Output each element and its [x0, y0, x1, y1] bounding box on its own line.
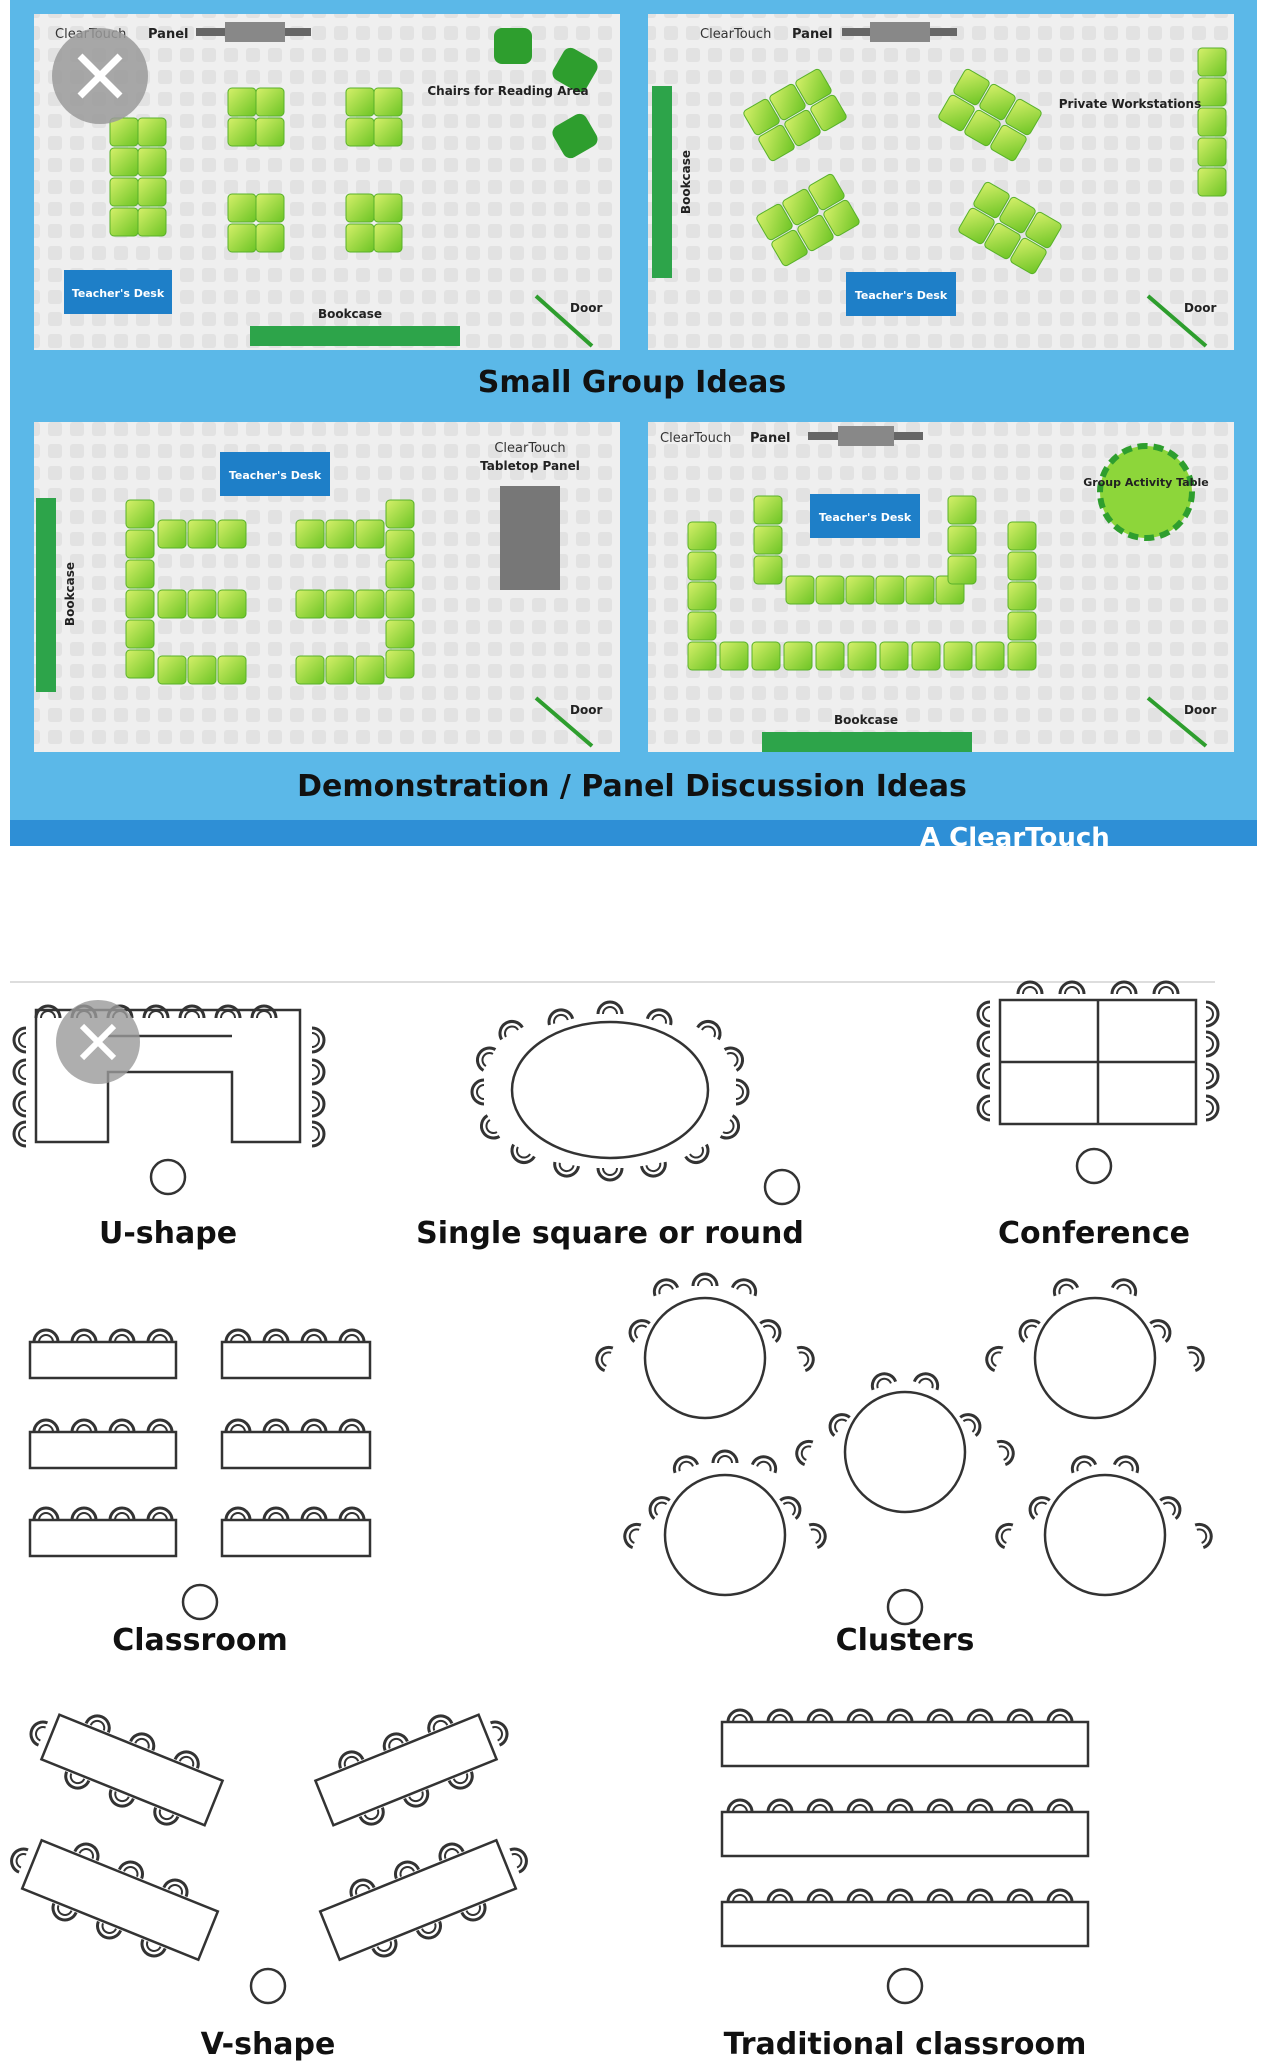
panel-label: Panel — [750, 431, 790, 446]
group-table-label: Group Activity Table — [1083, 476, 1208, 489]
panel-label: Panel — [792, 27, 832, 42]
tabletop-panel-label: Tabletop Panel — [480, 459, 580, 473]
display-panel — [870, 22, 930, 42]
layout-traditional — [720, 1708, 1090, 2005]
room-demo-1: Bookcase Teacher's Desk ClearTouch Table… — [34, 422, 620, 752]
u-shape-label: U-shape — [99, 1216, 237, 1251]
footer-partial: A ClearTouch — [920, 823, 1110, 853]
door-label: Door — [1184, 703, 1216, 717]
door — [534, 696, 594, 748]
top-infographic: A ClearTouch ClearTouch Panel — [10, 0, 1257, 853]
door — [1146, 294, 1208, 348]
bottom-layouts: U-shape Single square or round — [6, 980, 1220, 2062]
demo-heading: Demonstration / Panel Discussion Ideas — [297, 769, 967, 804]
bookcase — [652, 86, 672, 278]
teacher-desk — [810, 494, 920, 538]
teacher-desk — [846, 272, 956, 316]
bookcase-label: Bookcase — [679, 150, 693, 214]
panel-label: Panel — [148, 27, 188, 42]
door-label: Door — [570, 703, 602, 717]
traditional-label: Traditional classroom — [724, 2027, 1087, 2062]
bookcase — [36, 498, 56, 692]
door — [534, 294, 594, 348]
door-label: Door — [570, 301, 602, 315]
private-workstations-label: Private Workstations — [1059, 97, 1202, 111]
display-panel — [838, 426, 894, 446]
bookcase-label: Bookcase — [63, 562, 77, 626]
conference-label: Conference — [998, 1216, 1190, 1251]
close-icon[interactable] — [56, 1000, 140, 1084]
room-small-group-1: ClearTouch Panel — [34, 14, 620, 350]
group-activity-table — [1097, 443, 1195, 541]
door — [1146, 696, 1208, 748]
bookcase-label: Bookcase — [318, 307, 382, 321]
single-square-label: Single square or round — [416, 1216, 804, 1251]
v-shape-label: V-shape — [201, 2027, 336, 2062]
teacher-desk-label: Teacher's Desk — [72, 287, 165, 300]
layout-classroom — [28, 1328, 372, 1621]
layout-v-shape — [6, 1710, 532, 2005]
small-group-heading: Small Group Ideas — [478, 365, 787, 400]
close-icon[interactable] — [52, 28, 148, 124]
teacher-desk-label: Teacher's Desk — [229, 469, 322, 482]
brand-logo: ClearTouch — [660, 431, 731, 446]
tabletop-panel — [500, 486, 560, 590]
room-demo-2: ClearTouch Panel Teacher's Desk Group Ac… — [648, 422, 1234, 752]
bookcase-label: Bookcase — [834, 713, 898, 727]
teacher-desk — [220, 452, 330, 496]
reading-area-label: Chairs for Reading Area — [427, 84, 588, 98]
teacher-desk-label: Teacher's Desk — [819, 511, 912, 524]
layout-single-round — [470, 1000, 801, 1206]
room-small-group-2: ClearTouch Panel Bookcase — [648, 14, 1234, 350]
layout-conference — [976, 980, 1220, 1185]
brand-logo: ClearTouch — [494, 441, 565, 456]
teacher-desk-label: Teacher's Desk — [855, 289, 948, 302]
layout-clusters — [591, 1272, 1217, 1626]
reading-chair — [494, 28, 532, 64]
brand-logo: ClearTouch — [700, 27, 771, 42]
display-panel — [225, 22, 285, 42]
layout-u-shape — [12, 1000, 326, 1196]
clusters-label: Clusters — [836, 1623, 975, 1658]
bookcase — [250, 326, 460, 346]
door-label: Door — [1184, 301, 1216, 315]
teacher-desk — [64, 270, 172, 314]
classroom-label: Classroom — [112, 1623, 288, 1658]
bookcase — [762, 732, 972, 752]
